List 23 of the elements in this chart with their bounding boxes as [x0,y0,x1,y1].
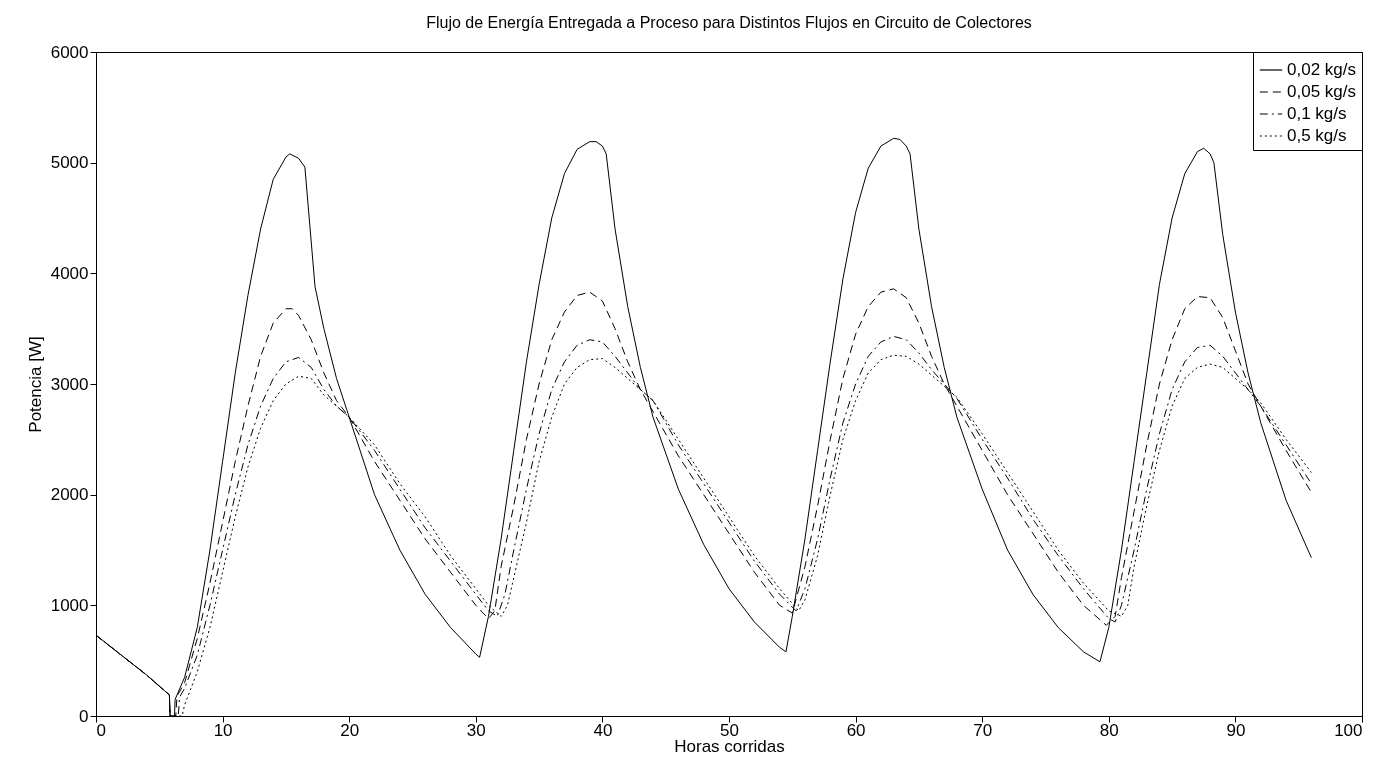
x-tick-label: 100 [1334,720,1363,740]
y-tick-label: 5000 [50,153,89,173]
x-tick-label: 20 [340,720,360,740]
chart-title: Flujo de Energía Entregada a Proceso para Distintos Flujos en Circuito de Colectores [426,14,1032,31]
y-tick-label: 0 [79,706,89,726]
x-tick-label: 90 [1226,720,1246,740]
x-tick-label: 0 [96,720,106,740]
x-tick-label: 70 [973,720,993,740]
legend-label: 0,05 kg/s [1287,82,1356,101]
x-tick-label: 40 [593,720,613,740]
x-tick-label: 30 [466,720,486,740]
legend-label: 0,5 kg/s [1287,126,1347,145]
y-axis-title: Potencia [W] [25,336,45,433]
legend-label: 0,1 kg/s [1287,104,1347,123]
y-tick-label: 1000 [50,595,89,615]
x-tick-label: 80 [1099,720,1119,740]
x-tick-label: 10 [213,720,233,740]
y-tick-label: 6000 [50,42,89,62]
y-tick-label: 4000 [50,263,89,283]
x-tick-label: 60 [846,720,866,740]
y-tick-label: 3000 [50,374,89,394]
y-tick-label: 2000 [50,485,89,505]
legend-label: 0,02 kg/s [1287,60,1356,79]
